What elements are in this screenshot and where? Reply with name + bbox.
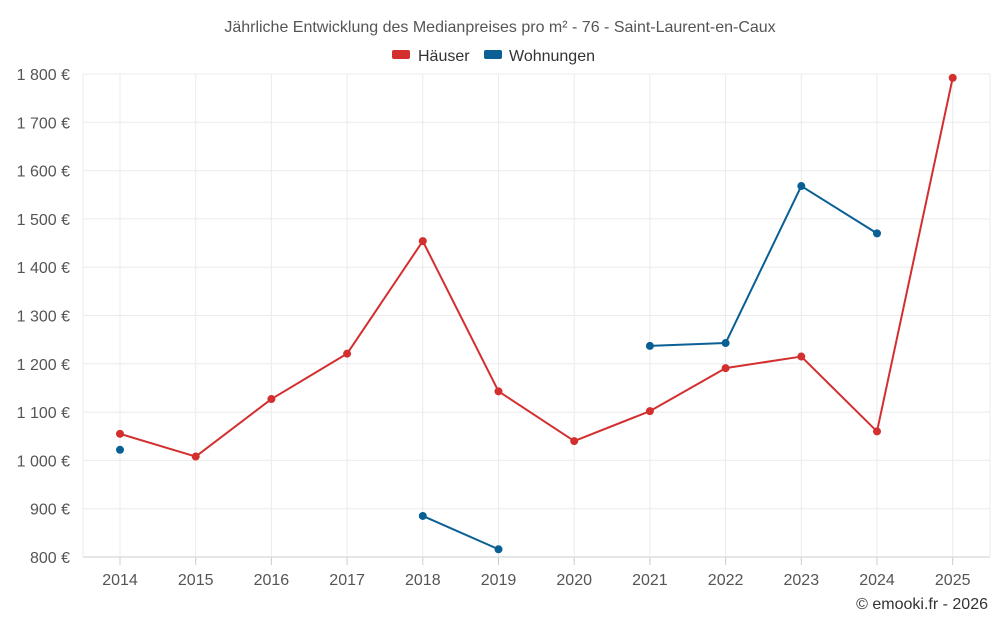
data-point-wohnungen[interactable] xyxy=(116,445,124,454)
y-tick-label: 1 500 € xyxy=(17,212,70,229)
legend-swatch-wohnungen xyxy=(484,50,502,59)
data-point-wohnungen[interactable] xyxy=(645,341,654,350)
y-tick-label: 1 800 € xyxy=(17,67,70,84)
data-point-wohnungen[interactable] xyxy=(418,511,427,520)
y-tick-label: 1 200 € xyxy=(17,357,70,374)
legend-item-haeuser[interactable]: Häuser xyxy=(392,48,470,65)
y-tick-label: 900 € xyxy=(30,502,70,519)
x-tick-label: 2016 xyxy=(254,572,290,589)
data-point-haeuser[interactable] xyxy=(191,452,200,461)
data-point-wohnungen[interactable] xyxy=(494,545,503,554)
x-tick-label: 2014 xyxy=(102,572,138,589)
x-axis: 2014 2015 2016 2017 2018 2019 2020 2021 2022 2023… xyxy=(102,557,971,589)
legend-label-wohnungen: Wohnungen xyxy=(509,48,595,65)
data-point-haeuser[interactable] xyxy=(873,427,881,436)
chart-title: Jährliche Entwicklung des Medianpreises … xyxy=(224,19,775,36)
x-tick-label: 2024 xyxy=(859,572,895,589)
y-tick-label: 1 300 € xyxy=(17,309,70,326)
data-point-haeuser[interactable] xyxy=(418,237,427,246)
x-tick-label: 2019 xyxy=(481,572,517,589)
data-point-haeuser[interactable] xyxy=(645,407,654,416)
data-point-haeuser[interactable] xyxy=(948,73,957,82)
y-tick-label: 1 700 € xyxy=(17,115,70,132)
data-point-haeuser[interactable] xyxy=(494,387,503,396)
x-tick-label: 2021 xyxy=(632,572,668,589)
series xyxy=(116,73,957,554)
series-line-wohnungen xyxy=(422,515,499,551)
grid xyxy=(82,73,991,558)
data-point-wohnungen[interactable] xyxy=(797,182,806,191)
x-tick-label: 2017 xyxy=(329,572,365,589)
data-point-wohnungen[interactable] xyxy=(873,229,881,238)
x-tick-label: 2025 xyxy=(935,572,971,589)
legend-swatch-haeuser xyxy=(392,50,410,59)
data-point-haeuser[interactable] xyxy=(797,352,806,361)
x-tick-label: 2022 xyxy=(708,572,744,589)
x-tick-label: 2020 xyxy=(556,572,592,589)
series-line-wohnungen xyxy=(649,185,878,347)
credit-text: © emooki.fr - 2026 xyxy=(856,596,988,613)
x-tick-label: 2015 xyxy=(178,572,214,589)
y-tick-label: 1 600 € xyxy=(17,164,70,181)
data-point-haeuser[interactable] xyxy=(570,437,579,446)
legend-item-wohnungen[interactable]: Wohnungen xyxy=(484,48,595,65)
y-tick-label: 1 100 € xyxy=(17,405,70,422)
y-tick-label: 1 400 € xyxy=(17,260,70,277)
y-tick-label: 800 € xyxy=(30,550,70,567)
data-point-haeuser[interactable] xyxy=(267,395,276,404)
y-axis: 800 € 900 € 1 000 € 1 100 € 1 200 € 1 300 € 1 … xyxy=(17,67,70,567)
series-line-haeuser xyxy=(119,77,954,458)
data-point-wohnungen[interactable] xyxy=(721,339,730,348)
x-tick-label: 2018 xyxy=(405,572,441,589)
data-point-haeuser[interactable] xyxy=(721,364,730,373)
data-point-haeuser[interactable] xyxy=(343,349,352,358)
legend: Häuser Wohnungen xyxy=(392,48,595,65)
x-tick-label: 2023 xyxy=(784,572,820,589)
data-point-haeuser[interactable] xyxy=(116,429,124,438)
legend-label-haeuser: Häuser xyxy=(418,48,470,65)
y-tick-label: 1 000 € xyxy=(17,453,70,470)
